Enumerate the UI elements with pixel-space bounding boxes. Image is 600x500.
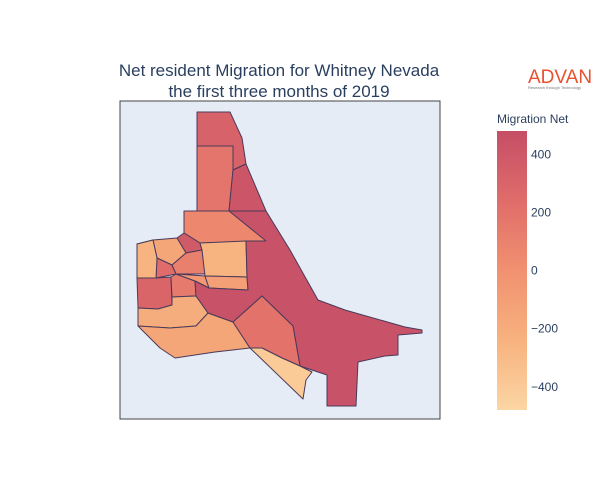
region-north-upper[interactable] bbox=[196, 145, 234, 212]
chart-title-line-1: Net resident Migration for Whitney Nevad… bbox=[119, 61, 440, 80]
region-center-block[interactable] bbox=[199, 240, 248, 278]
colorbar-tick-label: 400 bbox=[531, 147, 551, 161]
logo-tagline: Research through Technology bbox=[528, 85, 581, 90]
colorbar-gradient bbox=[497, 131, 527, 410]
colorbar-ticks: 400 200 0 −200 −400 bbox=[531, 147, 558, 393]
chart-title-line-2: the first three months of 2019 bbox=[168, 82, 389, 101]
colorbar-tick-label: −400 bbox=[531, 380, 558, 394]
region-south-tail[interactable] bbox=[249, 347, 313, 400]
colorbar-tick-label: −200 bbox=[531, 322, 558, 336]
logo-name: ADVAN bbox=[528, 67, 592, 88]
advan-logo: ADVAN Research through Technology bbox=[528, 67, 592, 90]
region-west-mid[interactable] bbox=[136, 276, 173, 310]
region-main-corridor[interactable] bbox=[194, 210, 423, 407]
colorbar-title: Migration Net bbox=[497, 112, 569, 126]
map-regions bbox=[136, 111, 423, 407]
colorbar-tick-label: 0 bbox=[531, 264, 538, 278]
colorbar: Migration Net 400 200 0 −200 −400 bbox=[497, 112, 569, 410]
colorbar-tick-label: 200 bbox=[531, 205, 551, 219]
region-west-upper-mid[interactable] bbox=[136, 239, 158, 279]
